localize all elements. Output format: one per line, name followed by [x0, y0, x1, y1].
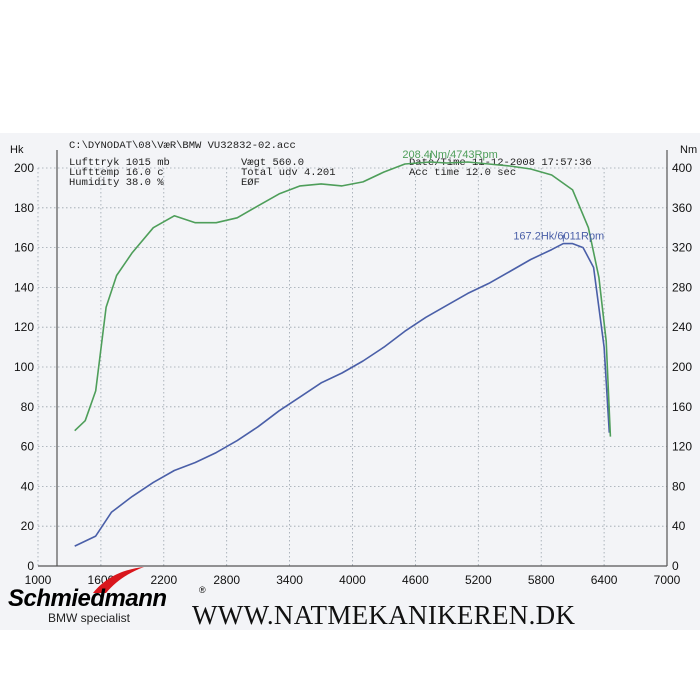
file-path: C:\DYNODAT\08\VæR\BMW VU32832-02.acc [69, 140, 296, 152]
left-tick-label: 180 [14, 201, 34, 215]
left-tick-label: 200 [14, 161, 34, 175]
left-axis-ticks: 0 20 40 60 80 100 120 140 160 180 200 [14, 161, 34, 573]
left-tick-label: 20 [21, 519, 35, 533]
power-curve [74, 242, 611, 547]
right-tick-label: 120 [672, 440, 692, 454]
x-tick-label: 1000 [25, 573, 52, 587]
right-tick-label: 0 [672, 559, 679, 573]
left-axis-unit: Hk [10, 144, 24, 156]
logo-swoosh-icon [93, 567, 144, 593]
right-tick-label: 200 [672, 360, 692, 374]
x-tick-label: 5200 [465, 573, 492, 587]
left-tick-label: 160 [14, 241, 34, 255]
right-tick-label: 160 [672, 400, 692, 414]
acc-time: Acc time 12.0 sec [409, 167, 517, 179]
torque-peak-label: 208.4Nm/4743Rpm [402, 149, 497, 161]
x-tick-label: 7000 [654, 573, 681, 587]
x-tick-label: 2200 [150, 573, 177, 587]
right-tick-label: 80 [672, 479, 686, 493]
left-tick-label: 80 [21, 400, 35, 414]
peak-annotations: 167.2Hk/6011Rpm 208.4Nm/4743Rpm [402, 149, 604, 243]
right-tick-label: 360 [672, 201, 692, 215]
right-tick-label: 320 [672, 241, 692, 255]
x-tick-label: 4000 [339, 573, 366, 587]
logo-registered: ® [199, 585, 206, 595]
right-tick-label: 40 [672, 519, 686, 533]
website-url: WWW.NATMEKANIKEREN.DK [192, 600, 576, 630]
total-udv: Total udv 4.201 [241, 167, 336, 179]
x-tick-label: 5800 [528, 573, 555, 587]
x-tick-label: 6400 [591, 573, 618, 587]
left-tick-label: 60 [21, 440, 35, 454]
left-tick-label: 120 [14, 320, 34, 334]
logo-subtitle: BMW specialist [48, 611, 131, 625]
x-tick-label: 3400 [276, 573, 303, 587]
lufttryk: Lufttryk 1015 mb [69, 157, 170, 169]
left-tick-label: 100 [14, 360, 34, 374]
x-tick-label: 2800 [213, 573, 240, 587]
x-axis-ticks: 1000 1600 2200 2800 3400 4000 4600 5200 5800 6400… [25, 573, 681, 587]
vaegt: Vægt 560.0 [241, 157, 305, 169]
humidity: Humidity 38.0 % [69, 177, 164, 189]
right-tick-label: 400 [672, 161, 692, 175]
left-tick-label: 140 [14, 280, 34, 294]
eof: EØF [241, 177, 260, 189]
right-axis-unit: Nm [680, 144, 697, 156]
series-lines [74, 161, 612, 547]
right-tick-label: 280 [672, 280, 692, 294]
left-tick-label: 40 [21, 479, 35, 493]
left-tick-label: 0 [27, 559, 34, 573]
schmiedmann-logo: Schmiedmann ® BMW specialist [8, 567, 208, 630]
power-peak-label: 167.2Hk/6011Rpm [513, 231, 604, 243]
x-tick-label: 4600 [402, 573, 429, 587]
axes [38, 150, 668, 567]
logo-brand: Schmiedmann [8, 585, 167, 612]
torque-curve [74, 161, 612, 437]
right-axis-ticks: 0 40 80 120 160 200 240 280 320 360 400 [672, 161, 692, 573]
right-tick-label: 240 [672, 320, 692, 334]
lufttemp: Lufttemp 16.0 c [69, 167, 164, 179]
date-time: Date/Time 11-12-2008 17:57:36 [409, 157, 592, 169]
